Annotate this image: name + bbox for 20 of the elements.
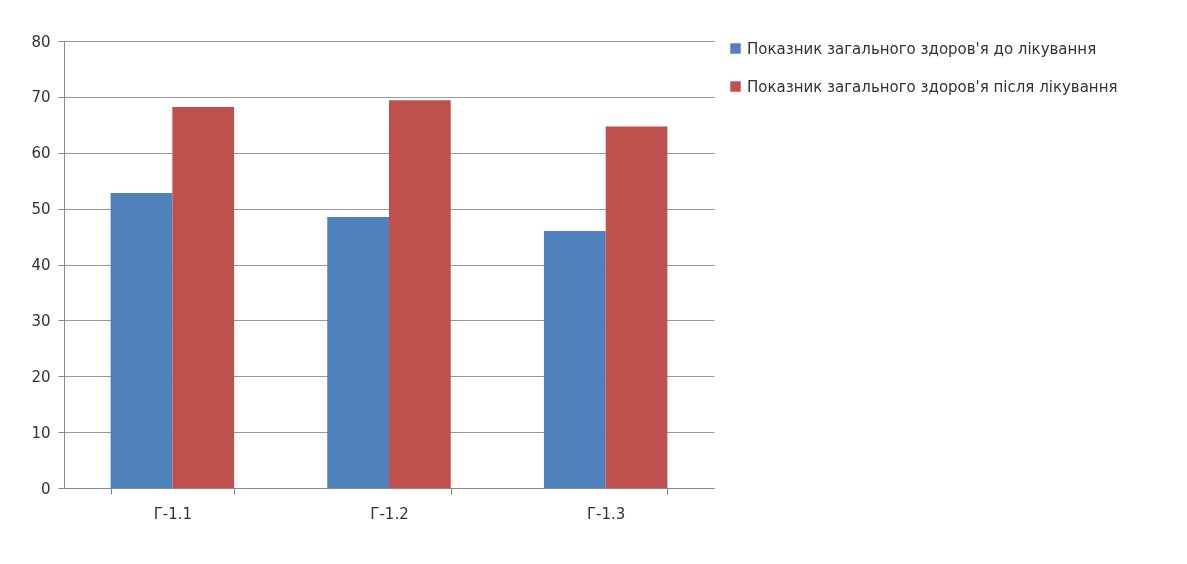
x-tick-label: Г-1.3 bbox=[586, 504, 626, 523]
y-tick-label: 80 bbox=[31, 32, 51, 51]
bar bbox=[543, 230, 606, 488]
y-tick-label: 20 bbox=[31, 367, 51, 386]
y-tick-label: 70 bbox=[31, 88, 51, 107]
bar bbox=[172, 106, 235, 488]
x-tick-label: Г-1.1 bbox=[153, 504, 193, 523]
bar bbox=[605, 126, 668, 488]
legend-label: Показник загального здоров'я після лікування bbox=[747, 77, 1118, 96]
bar bbox=[327, 217, 389, 488]
y-tick-label: 50 bbox=[31, 200, 51, 219]
y-tick-label: 30 bbox=[31, 311, 51, 330]
bar bbox=[110, 192, 173, 488]
y-tick-label: 10 bbox=[31, 423, 51, 442]
x-tick-label: Г-1.2 bbox=[370, 504, 409, 523]
bar bbox=[389, 100, 451, 488]
y-tick-label: 0 bbox=[40, 479, 51, 498]
legend-label: Показник загального здоров'я до лікування bbox=[747, 39, 1097, 58]
y-tick-label: 40 bbox=[31, 256, 51, 274]
y-tick-label: 60 bbox=[31, 144, 51, 163]
